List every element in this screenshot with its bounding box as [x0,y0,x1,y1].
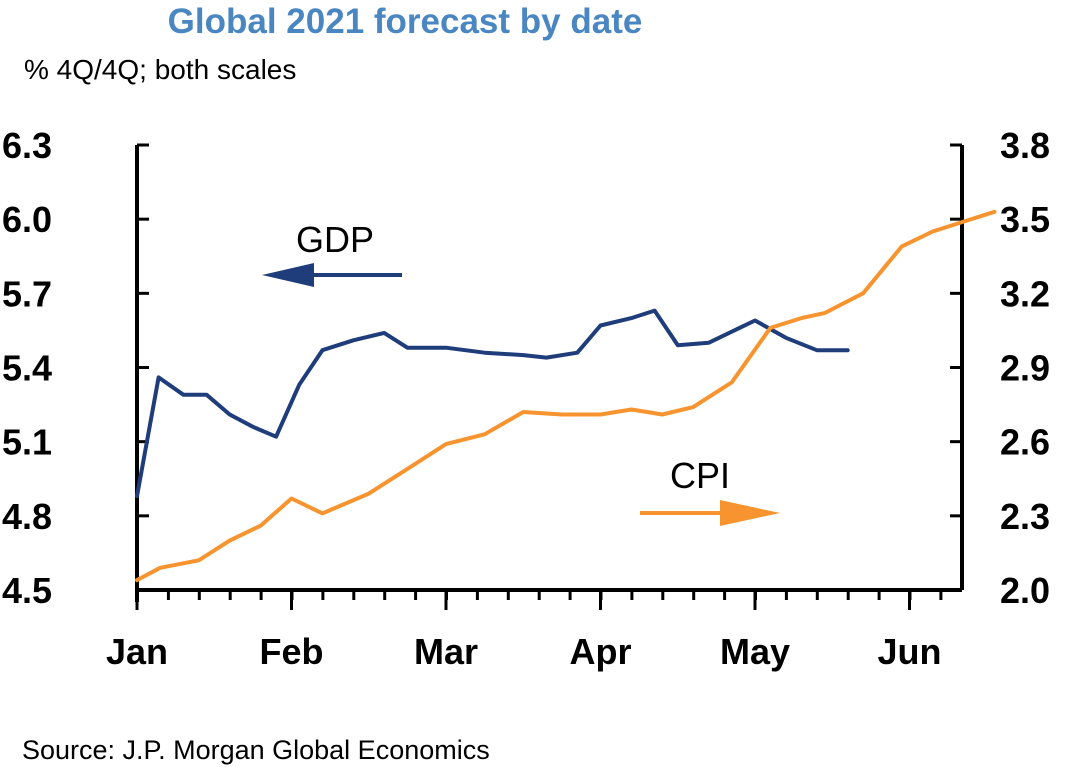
x-tick-label: Feb [259,631,323,672]
right-tick-label: 3.8 [1000,125,1050,166]
axes-group: 6.3 6.0 5.7 5.4 5.1 4.8 4.5 3.8 3.5 3.2 2.9 2.6 2.3 2… [2,125,1050,672]
right-tick-label: 2.9 [1000,348,1050,389]
x-tick-label: Jun [877,631,941,672]
right-tick-label: 2.3 [1000,496,1050,537]
right-tick-label: 3.5 [1000,199,1050,240]
gdp-arrow-head [262,263,314,287]
left-tick-label: 4.5 [2,570,52,611]
gdp-annotation-label: GDP [296,219,374,260]
series-line-cpi [135,209,997,583]
left-tick-label: 5.7 [2,273,52,314]
x-tick-label: Mar [414,631,478,672]
x-tick-label: Apr [570,631,632,672]
left-tick-label: 6.3 [2,125,52,166]
cpi-annotation-label: CPI [670,455,730,496]
right-tick-label: 2.6 [1000,422,1050,463]
x-tick-label: May [720,631,790,672]
x-tick-label: Jan [106,631,168,672]
cpi-arrow-head [720,500,780,526]
chart-title: Global 2021 forecast by date [167,2,643,41]
left-tick-label: 6.0 [2,199,52,240]
annotations-group: GDP CPI [262,219,780,526]
source-note: Source: J.P. Morgan Global Economics [22,735,490,765]
series-line-gdp [135,308,850,499]
right-tick-label: 2.0 [1000,570,1050,611]
left-tick-label: 4.8 [2,496,52,537]
right-tick-label: 3.2 [1000,273,1050,314]
chart-subtitle: % 4Q/4Q; both scales [24,54,297,85]
left-tick-label: 5.1 [2,422,52,463]
series-layer [135,209,997,583]
left-tick-label: 5.4 [2,348,52,389]
